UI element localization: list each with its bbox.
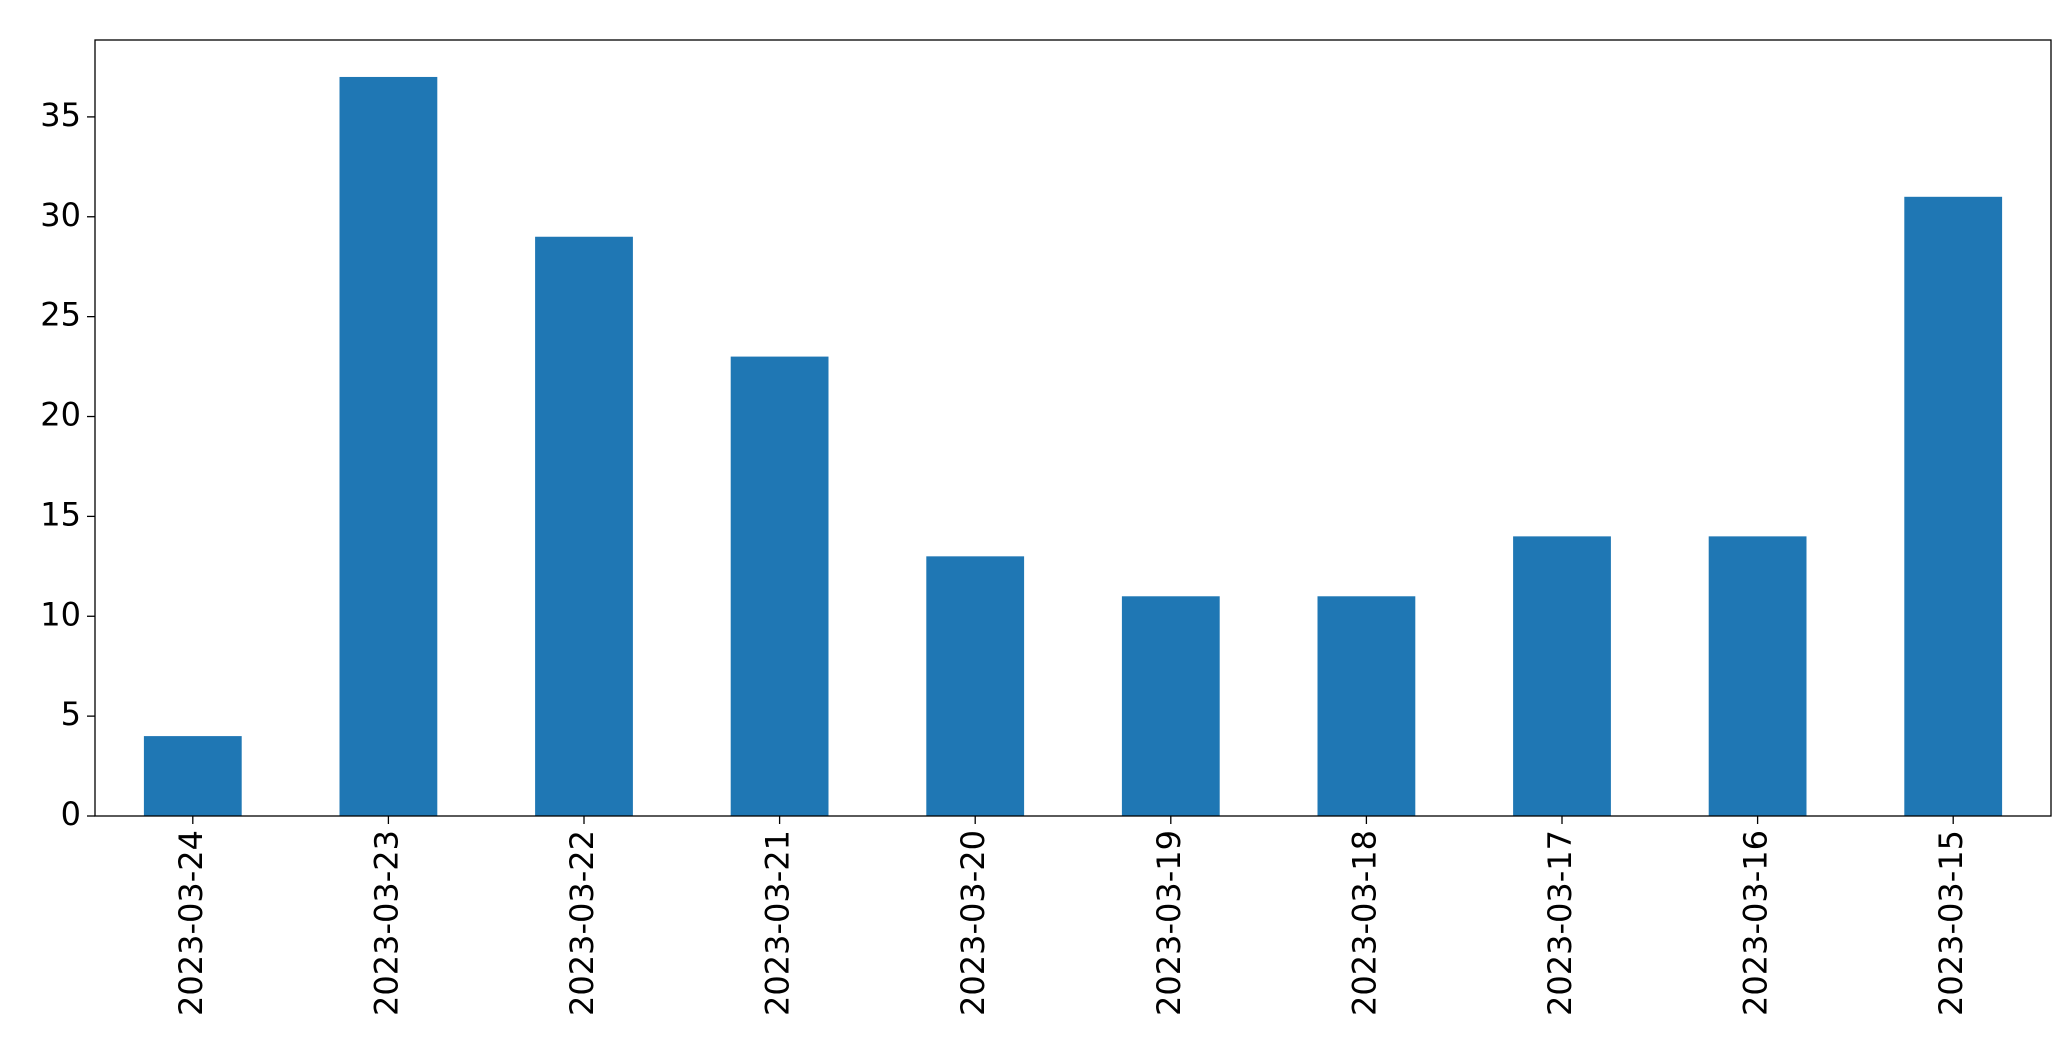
y-tick-label: 35 — [40, 96, 81, 134]
x-tick-label: 2023-03-24 — [172, 830, 210, 1016]
bar — [143, 736, 242, 816]
x-tick-label: 2023-03-17 — [1541, 830, 1579, 1016]
bar — [926, 556, 1025, 816]
y-tick-label: 15 — [40, 495, 81, 533]
bar — [1708, 536, 1807, 816]
x-tick-label: 2023-03-22 — [563, 830, 601, 1016]
y-tick-label: 10 — [40, 595, 81, 633]
bar — [730, 356, 829, 816]
y-tick-label: 20 — [40, 396, 81, 434]
bar — [1904, 196, 2003, 816]
bar — [1317, 596, 1416, 816]
bar — [1121, 596, 1220, 816]
x-tick-label: 2023-03-19 — [1150, 830, 1188, 1016]
plot-frame — [94, 39, 2052, 817]
x-tick-label: 2023-03-23 — [367, 830, 405, 1016]
x-tick-label: 2023-03-16 — [1737, 830, 1775, 1016]
x-tick-label: 2023-03-18 — [1345, 830, 1383, 1016]
y-tick-label: 5 — [61, 695, 81, 733]
x-tick-label: 2023-03-21 — [759, 830, 797, 1016]
y-tick-label: 25 — [40, 296, 81, 334]
x-tick-label: 2023-03-15 — [1932, 830, 1970, 1016]
bar — [535, 236, 633, 816]
bar — [1513, 536, 1611, 816]
y-tick-label: 30 — [40, 196, 81, 234]
bar — [339, 76, 438, 816]
x-tick-label: 2023-03-20 — [954, 830, 992, 1016]
y-tick-label: 0 — [61, 795, 81, 833]
